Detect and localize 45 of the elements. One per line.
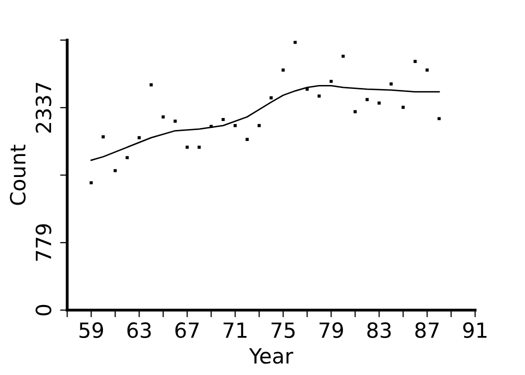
point xyxy=(186,146,189,149)
point xyxy=(402,106,405,109)
point xyxy=(342,54,345,58)
y-tick-label: 0 xyxy=(36,304,52,316)
point xyxy=(234,124,237,128)
x-tick-label: 63 xyxy=(127,322,151,338)
point xyxy=(354,110,357,114)
point xyxy=(102,135,105,138)
x-tick-label: 79 xyxy=(320,322,343,338)
point xyxy=(330,80,333,83)
point xyxy=(90,181,93,184)
y-axis-title: Count xyxy=(10,144,26,205)
point xyxy=(282,68,285,72)
point xyxy=(318,94,321,98)
x-tick-label: 71 xyxy=(224,322,246,338)
point xyxy=(174,120,177,123)
line-series xyxy=(90,85,440,161)
point xyxy=(162,115,165,118)
point xyxy=(126,156,129,160)
x-tick-label: 83 xyxy=(367,322,391,338)
point xyxy=(246,138,249,141)
point xyxy=(390,82,393,86)
point xyxy=(378,101,381,105)
x-axis-title: Year xyxy=(249,348,294,364)
point xyxy=(438,117,441,120)
point xyxy=(306,88,309,91)
point xyxy=(294,40,297,44)
point xyxy=(198,146,201,149)
point xyxy=(426,68,429,72)
y-tick-label: 2337 xyxy=(36,82,52,133)
y-tick-label: 779 xyxy=(36,224,52,261)
point xyxy=(150,83,153,86)
point xyxy=(270,96,273,100)
x-tick-label: 67 xyxy=(175,322,199,338)
point xyxy=(414,60,417,63)
point xyxy=(366,98,369,102)
point xyxy=(138,136,141,140)
point xyxy=(258,124,261,128)
x-tick-label: 87 xyxy=(415,322,439,338)
point xyxy=(210,124,213,128)
point xyxy=(114,169,117,172)
x-tick-label: 91 xyxy=(463,322,486,338)
point xyxy=(222,118,225,122)
x-tick-label: 59 xyxy=(80,322,103,338)
x-tick-label: 75 xyxy=(272,322,295,338)
